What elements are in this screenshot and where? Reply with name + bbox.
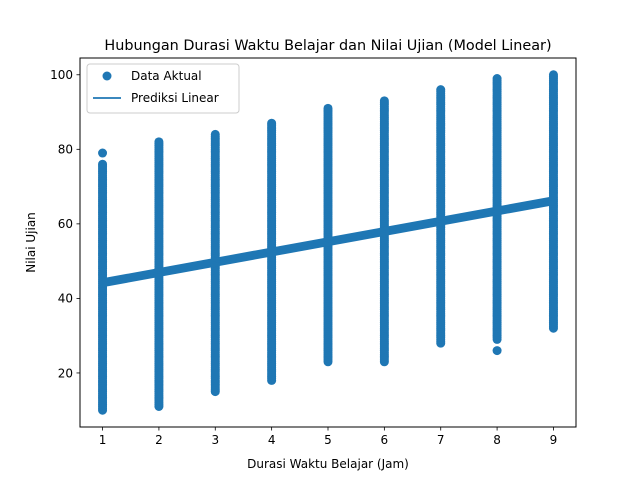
- x-tick-label: 1: [99, 433, 107, 447]
- y-tick-label: 60: [58, 217, 73, 231]
- scatter-point: [548, 70, 558, 80]
- x-tick-label: 8: [493, 433, 501, 447]
- legend: Data Aktual Prediksi Linear: [86, 63, 240, 114]
- scatter-point: [436, 85, 446, 95]
- scatter-column-1: [98, 148, 108, 415]
- x-axis-label: Durasi Waktu Belajar (Jam): [247, 457, 409, 471]
- scatter-point: [379, 96, 389, 106]
- legend-label-data-aktual: Data Aktual: [131, 69, 202, 83]
- legend-marker-data-aktual: [102, 71, 112, 81]
- scatter-point: [492, 74, 502, 83]
- scatter-point: [492, 346, 502, 356]
- plot-area: [98, 70, 558, 415]
- legend-box: [86, 63, 240, 114]
- y-tick-label: 100: [50, 68, 73, 82]
- scatter-point: [98, 148, 108, 158]
- scatter-column-3: [210, 129, 220, 397]
- scatter-point: [154, 137, 164, 147]
- y-tick-label: 40: [58, 292, 73, 306]
- x-tick-label: 4: [268, 433, 276, 447]
- y-axis: 20 40 60 80 100: [50, 68, 80, 380]
- scatter-column-2: [154, 137, 164, 411]
- chart-title: Hubungan Durasi Waktu Belajar dan Nilai …: [104, 38, 551, 54]
- scatter-column-8: [492, 74, 502, 356]
- x-tick-label: 5: [324, 433, 332, 447]
- y-axis-label: Nilai Ujian: [24, 212, 38, 273]
- x-tick-label: 9: [550, 433, 558, 447]
- scatter-point: [323, 103, 333, 113]
- x-tick-label: 7: [437, 433, 445, 447]
- x-tick-label: 2: [155, 433, 163, 447]
- legend-label-prediksi-linear: Prediksi Linear: [131, 91, 219, 105]
- y-tick-label: 20: [58, 366, 73, 380]
- scatter-column-9: [548, 70, 558, 333]
- x-tick-label: 6: [381, 433, 389, 447]
- scatter-point: [210, 129, 220, 139]
- x-axis: 1 2 3 4 5 6 7 8 9: [99, 427, 558, 447]
- scatter-point: [98, 159, 108, 169]
- y-tick-label: 80: [58, 143, 73, 157]
- scatter-column-5: [323, 103, 333, 367]
- x-tick-label: 3: [211, 433, 219, 447]
- scatter-point: [267, 118, 277, 128]
- prediction-line: [102, 200, 554, 284]
